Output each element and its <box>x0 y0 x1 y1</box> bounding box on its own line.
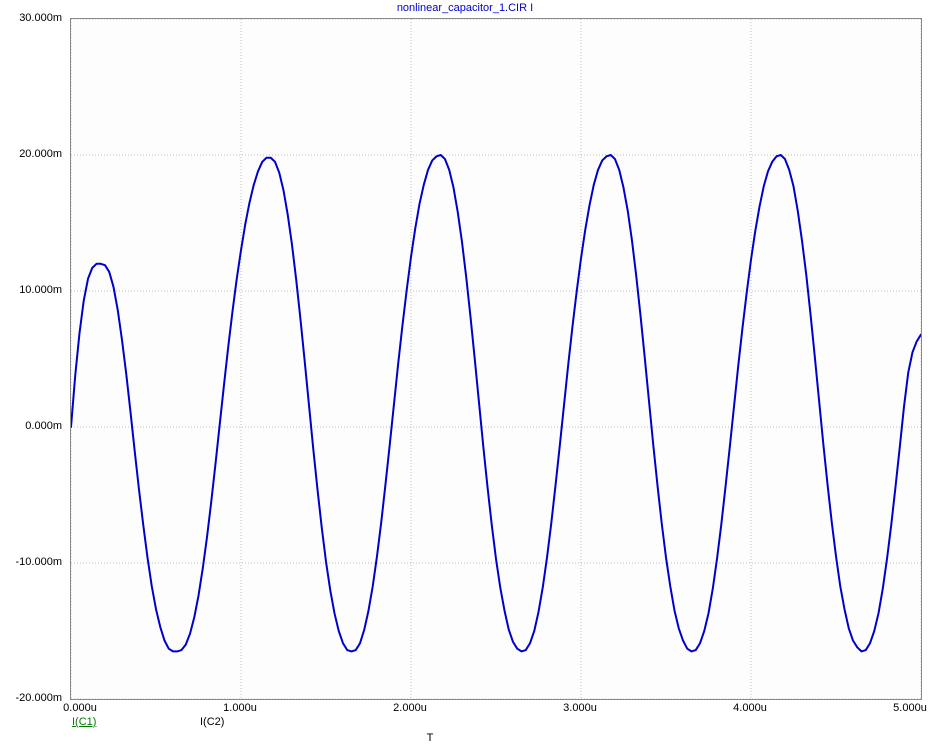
chart-container: nonlinear_capacitor_1.CIR I 30.000m 20.0… <box>0 0 930 748</box>
x-tick-label: 0.000u <box>63 702 97 714</box>
x-axis-title: T <box>427 732 434 744</box>
legend-ic1[interactable]: I(C1) <box>72 716 96 728</box>
y-tick-label: -10.000m <box>0 556 62 568</box>
chart-title: nonlinear_capacitor_1.CIR I <box>0 2 930 14</box>
x-tick-label: 4.000u <box>733 702 767 714</box>
y-tick-label: -20.000m <box>0 692 62 704</box>
plot-svg <box>71 19 921 699</box>
x-tick-label: 1.000u <box>223 702 257 714</box>
legend-ic2[interactable]: I(C2) <box>200 716 224 728</box>
y-tick-label: 30.000m <box>0 12 62 24</box>
x-tick-label: 3.000u <box>563 702 597 714</box>
x-tick-label: 2.000u <box>393 702 427 714</box>
plot-area[interactable] <box>70 18 922 700</box>
y-tick-label: 0.000m <box>0 420 62 432</box>
y-tick-label: 20.000m <box>0 148 62 160</box>
x-tick-label: 5.000u <box>893 702 927 714</box>
y-tick-label: 10.000m <box>0 284 62 296</box>
